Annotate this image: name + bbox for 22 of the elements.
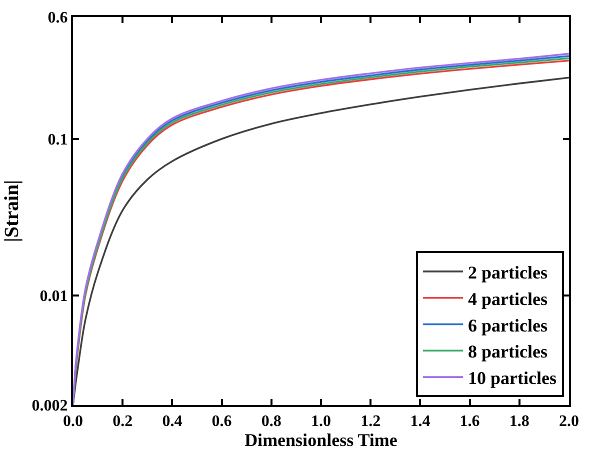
x-tick-label: 0.2 [112, 413, 133, 430]
x-tick-label: 0.4 [162, 413, 182, 430]
y-tick-label: 0.6 [48, 10, 68, 27]
x-tick-label: 1.0 [311, 413, 331, 430]
legend-label: 6 particles [468, 315, 548, 336]
x-tick-label: 1.4 [410, 413, 430, 430]
x-tick-label: 0.0 [63, 413, 83, 430]
x-tick-label: 1.6 [460, 413, 480, 430]
y-tick-label: 0.1 [48, 131, 68, 148]
x-tick-label: 0.8 [261, 413, 282, 430]
y-tick-label: 0.01 [40, 288, 68, 306]
x-axis-title: Dimensionless Time [244, 430, 398, 450]
legend-label: 8 particles [468, 342, 548, 362]
legend-label: 4 particles [468, 288, 548, 309]
x-tick-label: 1.2 [360, 413, 381, 430]
x-tick-label: 2.0 [559, 413, 579, 430]
y-tick-label: 0.002 [32, 398, 68, 415]
y-axis-title: |Strain| [0, 180, 23, 242]
legend-label: 10 particles [468, 368, 557, 388]
x-tick-label: 1.8 [509, 413, 530, 430]
legend-label: 2 particles [468, 262, 548, 282]
x-tick-label: 0.6 [212, 413, 232, 430]
